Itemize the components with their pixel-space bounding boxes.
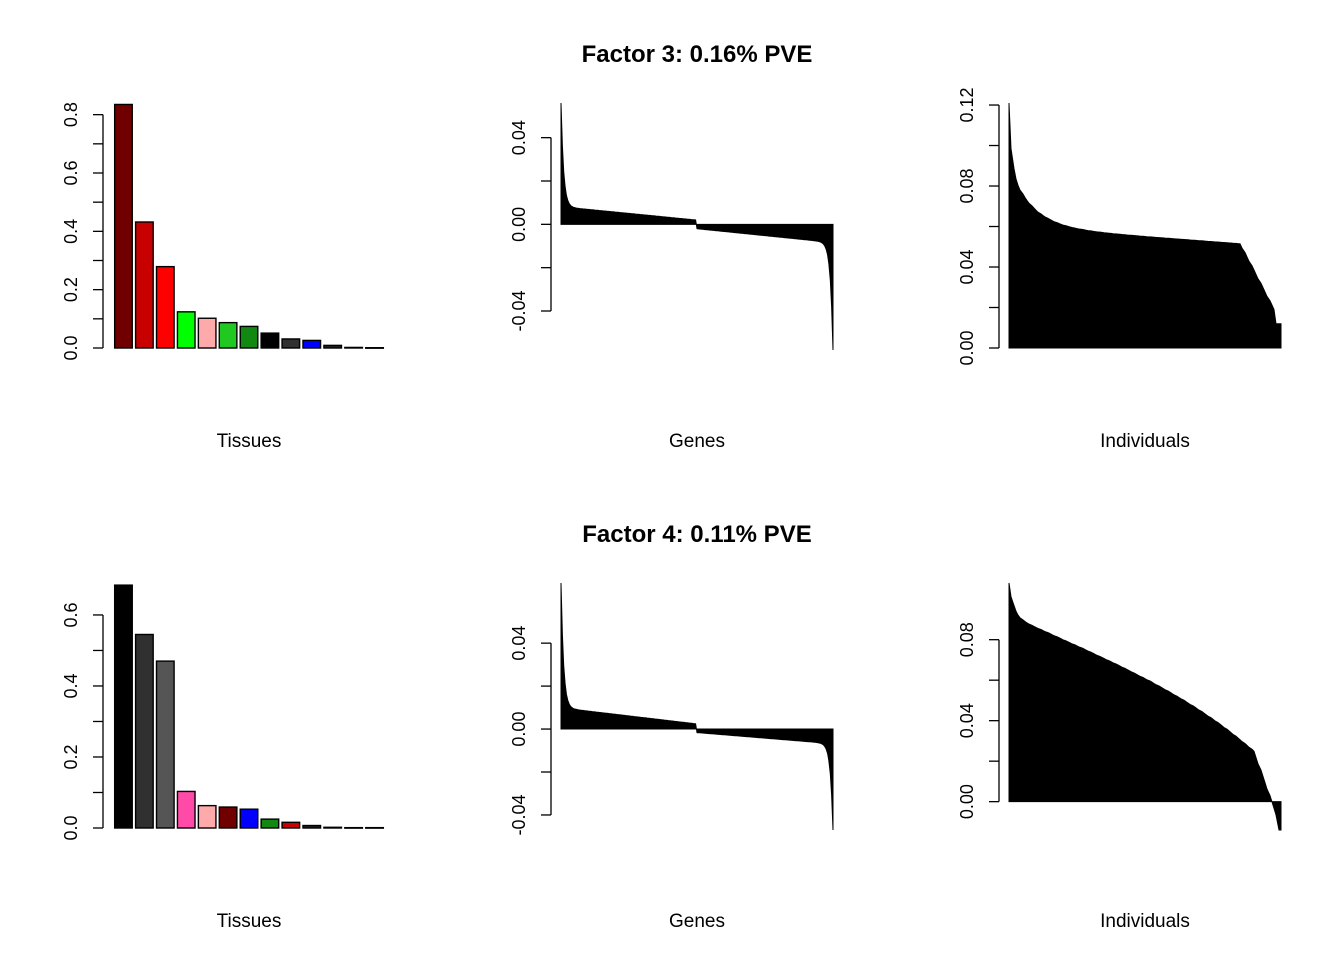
factor-3-genes-plot: -0.04 0.00 0.04 bbox=[509, 102, 834, 351]
y-tick-label: 0.6 bbox=[61, 160, 81, 185]
tissue-bar bbox=[134, 221, 154, 349]
y-tick-label: 0.0 bbox=[61, 815, 81, 840]
factor-4-tissues-xlabel: Tissues bbox=[217, 911, 282, 932]
y-tick-label: 0.12 bbox=[957, 88, 977, 123]
tissue-bar bbox=[344, 826, 364, 829]
tissue-bar bbox=[344, 346, 364, 349]
tissue-bar bbox=[239, 808, 259, 829]
tissue-bar bbox=[323, 826, 343, 829]
gene-loadings-area bbox=[560, 582, 834, 831]
factor-3-title: Factor 3: 0.16% PVE bbox=[582, 41, 813, 68]
tissue-bar bbox=[113, 103, 133, 349]
y-tick-label: 0.4 bbox=[61, 219, 81, 244]
y-tick-label: 0.0 bbox=[61, 335, 81, 360]
y-tick-label: 0.2 bbox=[61, 744, 81, 769]
tissue-bar bbox=[260, 332, 280, 349]
factor-4-genes-xlabel: Genes bbox=[669, 911, 725, 932]
tissue-bar bbox=[365, 826, 385, 829]
tissue-bar bbox=[155, 265, 175, 349]
y-tick-label: -0.04 bbox=[509, 290, 529, 331]
individual-loadings-area bbox=[1008, 102, 1282, 349]
y-tick-label: 0.00 bbox=[957, 330, 977, 365]
y-tick-label: 0.00 bbox=[957, 784, 977, 819]
tissue-bar bbox=[113, 584, 133, 829]
y-tick-label: 0.8 bbox=[61, 102, 81, 127]
tissue-bar bbox=[218, 806, 238, 829]
tissue-bar bbox=[155, 660, 175, 829]
y-tick-label: 0.04 bbox=[509, 626, 529, 661]
factor-3-individuals-xlabel: Individuals bbox=[1100, 431, 1190, 452]
factor-4-genes-plot: -0.04 0.00 0.04 bbox=[509, 582, 834, 835]
factor-4-tissues-bar-chart: 0.0 0.2 0.4 0.6 bbox=[61, 584, 385, 841]
tissue-bar bbox=[302, 339, 322, 349]
tissue-bar bbox=[197, 317, 217, 349]
individual-loadings-area bbox=[1008, 582, 1282, 831]
tissue-bar bbox=[365, 347, 385, 349]
y-tick-label: 0.4 bbox=[61, 673, 81, 698]
y-tick-label: 0.08 bbox=[957, 168, 977, 203]
tissue-bar bbox=[176, 311, 196, 349]
y-tick-label: 0.04 bbox=[957, 249, 977, 284]
y-tick-label: 0.00 bbox=[509, 207, 529, 242]
tissue-bar bbox=[302, 824, 322, 829]
y-tick-label: 0.08 bbox=[957, 622, 977, 657]
gene-loadings-area bbox=[560, 102, 834, 351]
tissue-bar bbox=[197, 804, 217, 829]
y-tick-label: 0.04 bbox=[509, 120, 529, 155]
factor-3-genes-xlabel: Genes bbox=[669, 431, 725, 452]
tissue-bar bbox=[239, 325, 259, 349]
y-tick-label: 0.6 bbox=[61, 602, 81, 627]
tissue-bar bbox=[134, 633, 154, 829]
factor-4-individuals-plot: 0.00 0.04 0.08 bbox=[957, 582, 1282, 831]
y-tick-label: -0.04 bbox=[509, 794, 529, 835]
y-tick-label: 0.2 bbox=[61, 277, 81, 302]
y-tick-label: 0.04 bbox=[957, 703, 977, 738]
tissue-bar bbox=[260, 818, 280, 829]
factor-3-tissues-xlabel: Tissues bbox=[217, 431, 282, 452]
factor-4-title: Factor 4: 0.11% PVE bbox=[582, 521, 811, 548]
tissue-bar bbox=[281, 821, 301, 829]
factor-3-individuals-plot: 0.00 0.04 0.08 0.12 bbox=[957, 88, 1282, 366]
tissue-bar bbox=[323, 344, 343, 349]
tissue-bar bbox=[218, 321, 238, 349]
factor-4-individuals-xlabel: Individuals bbox=[1100, 911, 1190, 932]
y-tick-label: 0.00 bbox=[509, 712, 529, 747]
factor-3-tissues-bar-chart: 0.0 0.2 0.4 0.6 0.8 bbox=[61, 102, 385, 361]
tissue-bar bbox=[281, 338, 301, 349]
tissue-bar bbox=[176, 790, 196, 829]
